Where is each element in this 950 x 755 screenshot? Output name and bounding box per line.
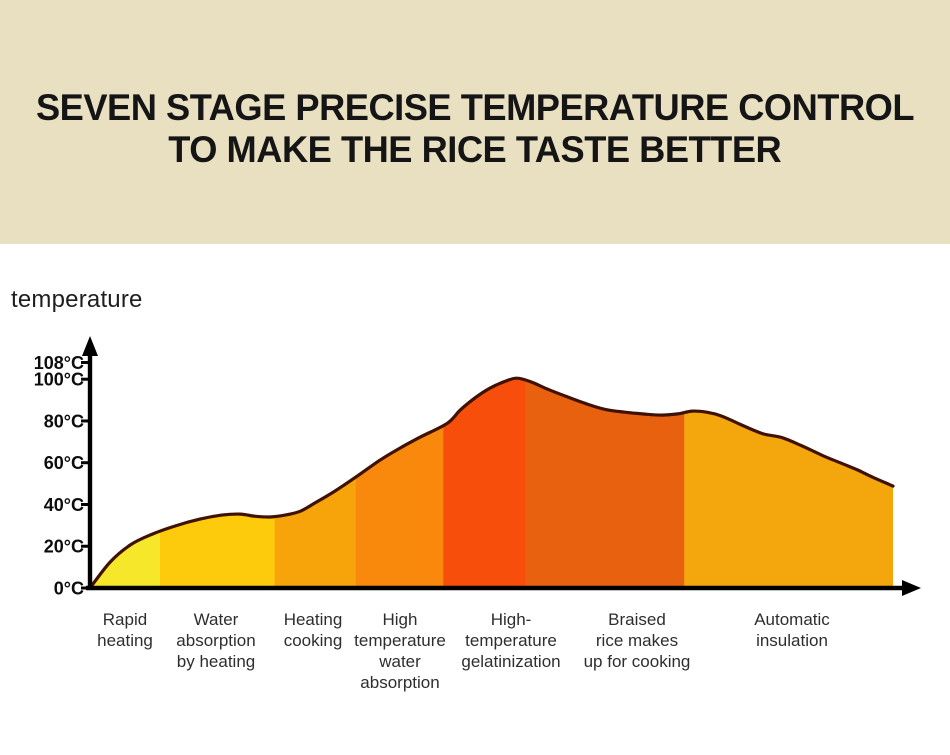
- stage-bands: [90, 378, 893, 588]
- y-axis-arrowhead: [82, 336, 98, 356]
- stage-band: [355, 378, 444, 588]
- y-axis-tick-label: 0°C: [54, 579, 84, 599]
- y-axis-tick-label: 20°C: [44, 537, 84, 557]
- y-axis-tick-label: 108°C: [34, 353, 84, 373]
- stage-band: [684, 378, 893, 588]
- y-axis-tick-label: 100°C: [34, 370, 84, 390]
- header-banner: SEVEN STAGE PRECISE TEMPERATURE CONTROL …: [0, 0, 950, 244]
- y-axis-tick-label: 40°C: [44, 495, 84, 515]
- page-title-line-2: TO MAKE THE RICE TASTE BETTER: [168, 129, 782, 170]
- stage-band: [525, 378, 685, 588]
- page-title-line-1: SEVEN STAGE PRECISE TEMPERATURE CONTROL: [35, 87, 915, 128]
- y-axis-title: temperature: [11, 286, 143, 313]
- y-axis-tick-label: 80°C: [44, 411, 84, 431]
- stage-band: [443, 378, 526, 588]
- temperature-curve: [88, 376, 895, 590]
- y-axis-tick-label: 60°C: [44, 453, 84, 473]
- x-axis-arrowhead: [902, 580, 921, 596]
- stage-band: [159, 378, 276, 588]
- stage-band: [274, 378, 357, 588]
